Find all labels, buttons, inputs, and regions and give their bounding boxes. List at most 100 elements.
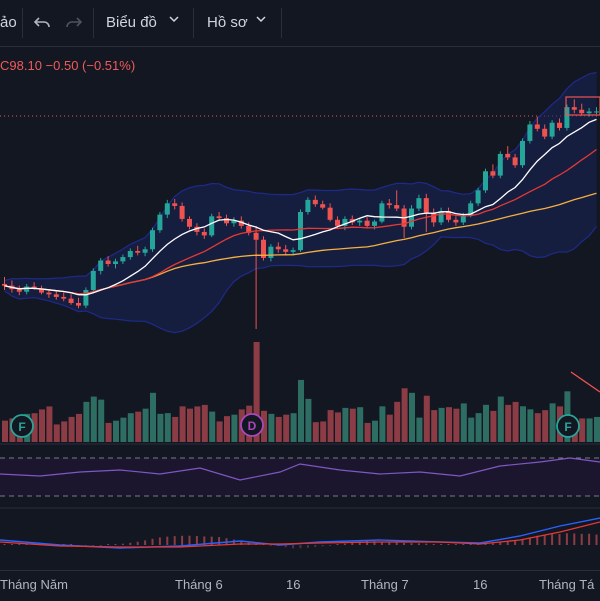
event-badge-f[interactable]: F (10, 414, 34, 438)
candle-body (423, 198, 429, 213)
candle-body (135, 251, 141, 253)
macd-histogram-bar (580, 533, 583, 545)
candle-body (497, 153, 503, 176)
ma-fast-line (4, 118, 597, 296)
toolbar-partial-label[interactable]: ảo (0, 14, 17, 31)
volume-bar (512, 401, 519, 442)
volume-bar (460, 403, 467, 442)
macd-histogram-bar (144, 540, 147, 545)
volume-bar (520, 406, 526, 442)
candle-body (594, 111, 599, 113)
chart-menu-label: Biểu đồ (106, 14, 157, 31)
macd-histogram-bar (432, 544, 435, 545)
time-axis-label: Tháng 6 (175, 577, 223, 592)
macd-histogram-bar (129, 542, 132, 545)
macd-histogram-bar (70, 544, 73, 545)
volume-bar (549, 403, 556, 442)
macd-line (0, 517, 600, 549)
event-badge-f[interactable]: F (556, 414, 580, 438)
candle-body (164, 203, 170, 215)
volume-bar (120, 417, 127, 442)
macd-histogram-bar (514, 540, 517, 545)
candle-body (586, 111, 592, 114)
candle-body (224, 218, 229, 224)
volume-bar (268, 413, 275, 442)
volume-bar (253, 342, 260, 442)
candle-body (113, 261, 118, 264)
candle-body (39, 288, 44, 293)
time-axis[interactable]: Tháng Năm Tháng 6 16 Tháng 7 16 Tháng Tá (0, 570, 600, 601)
macd-histogram-bar (417, 543, 420, 545)
macd-histogram-bar (551, 534, 554, 545)
volume-bar (505, 404, 512, 442)
candle-body (209, 216, 215, 236)
candlestick-series (2, 99, 599, 329)
macd-histogram-bar (329, 545, 332, 546)
volume-bar (231, 414, 238, 442)
macd-histogram-bar (454, 544, 457, 545)
candle-body (246, 225, 252, 233)
macd-histogram-bar (18, 544, 21, 545)
macd-histogram-bar (469, 544, 472, 545)
time-axis-label: Tháng 7 (361, 577, 409, 592)
volume-bar (68, 416, 75, 442)
candle-body (261, 239, 266, 258)
redo-icon[interactable] (62, 10, 86, 34)
macd-histogram-bar (84, 545, 87, 546)
volume-bar (357, 407, 364, 442)
candle-body (98, 260, 104, 271)
volume-bar (490, 410, 497, 442)
candle-body (438, 211, 444, 223)
candle-body (549, 122, 555, 137)
volume-bar (179, 406, 186, 442)
candle-body (453, 219, 459, 223)
volume-bar (157, 413, 164, 442)
volume-bar (431, 410, 438, 442)
candle-body (172, 203, 178, 206)
candle-body (379, 203, 385, 222)
volume-bar (446, 407, 452, 442)
toolbar-divider (93, 8, 94, 38)
macd-histogram-bar (336, 544, 339, 545)
time-axis-label: 16 (473, 577, 488, 592)
volume-bar (579, 418, 586, 442)
candle-body (475, 190, 481, 204)
volume-bar (327, 410, 334, 442)
candle-body (187, 218, 192, 227)
macd-histogram-bar (151, 538, 154, 545)
toolbar-divider (193, 8, 194, 38)
volume-bar (150, 392, 156, 442)
candle-body (90, 270, 96, 290)
volume-bar (90, 396, 97, 442)
signal-line (0, 521, 600, 548)
macd-histogram-bar (136, 541, 139, 545)
macd-histogram-bar (536, 535, 539, 545)
candle-body (31, 286, 37, 289)
macd-histogram-bar (440, 544, 443, 545)
volume-bar (187, 408, 193, 442)
volume-bar (594, 416, 600, 442)
macd-histogram-bar (491, 543, 494, 545)
price-chart[interactable]: F D F (0, 47, 600, 570)
undo-icon[interactable] (30, 10, 54, 34)
candle-body (194, 226, 200, 232)
candle-body (372, 221, 377, 226)
candle-body (305, 199, 311, 212)
macd-histogram-bar (121, 543, 124, 545)
candle-body (527, 124, 533, 141)
time-axis-label: Tháng Tá (539, 577, 595, 592)
event-badge-d[interactable]: D (240, 413, 264, 437)
candle-body (446, 211, 451, 220)
macd-histogram-bar (114, 544, 117, 545)
macd-histogram-bar (321, 545, 324, 547)
candle-body (557, 122, 562, 128)
toolbar-divider (22, 8, 23, 38)
candle-body (520, 140, 525, 166)
candle-body (542, 128, 548, 137)
macd-histogram-bar (373, 541, 376, 545)
macd-histogram-bar (543, 534, 546, 545)
bollinger-lower-line (4, 226, 597, 334)
candle-body (335, 219, 340, 226)
candle-body (179, 205, 185, 219)
volume-bar (31, 413, 38, 442)
